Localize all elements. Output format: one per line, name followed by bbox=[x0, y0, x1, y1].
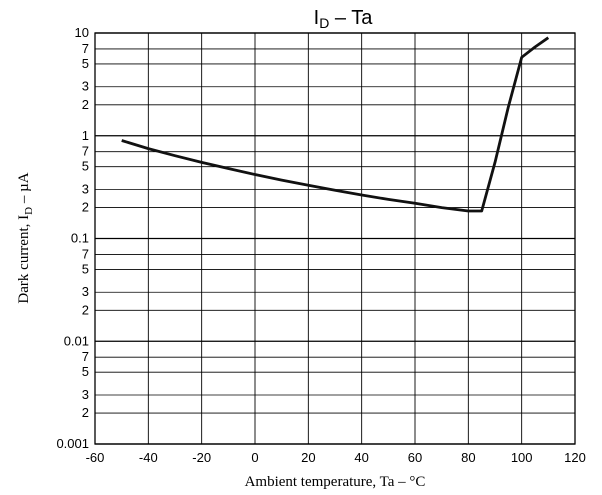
y-tick-label: 7 bbox=[82, 246, 89, 261]
y-tick-label: 2 bbox=[82, 200, 89, 215]
y-tick-label: 7 bbox=[82, 144, 89, 159]
x-tick-labels: -60 -40 -20 0 20 40 60 80 100 120 bbox=[86, 450, 586, 465]
x-tick-label: 40 bbox=[354, 450, 368, 465]
x-tick-label: -40 bbox=[139, 450, 158, 465]
y-tick-label: 0.1 bbox=[71, 231, 89, 246]
x-axis-label: Ambient temperature, Ta – °C bbox=[245, 474, 426, 490]
x-tick-label: -60 bbox=[86, 450, 105, 465]
y-tick-label: 3 bbox=[82, 284, 89, 299]
grid-lines bbox=[94, 32, 576, 445]
plot-frame bbox=[94, 32, 576, 445]
y-tick-label: 3 bbox=[82, 79, 89, 94]
x-tick-label: 20 bbox=[301, 450, 315, 465]
chart-title: ID – Ta bbox=[314, 7, 374, 31]
y-tick-label: 3 bbox=[82, 181, 89, 196]
y-tick-label: 7 bbox=[82, 349, 89, 364]
y-tick-label: 0.01 bbox=[64, 333, 89, 348]
x-tick-label: 80 bbox=[461, 450, 475, 465]
series-line bbox=[121, 36, 550, 213]
y-tick-label: 2 bbox=[82, 302, 89, 317]
y-axis-label: Dark current, ID – µA bbox=[16, 172, 35, 303]
y-tick-label: 10 bbox=[75, 25, 89, 40]
y-tick-label: 2 bbox=[82, 97, 89, 112]
y-tick-label: 3 bbox=[82, 387, 89, 402]
y-tick-label: 7 bbox=[82, 41, 89, 56]
y-tick-label: 0.001 bbox=[56, 436, 89, 451]
y-tick-label: 5 bbox=[82, 56, 89, 71]
y-tick-label: 5 bbox=[82, 159, 89, 174]
x-tick-label: 100 bbox=[511, 450, 533, 465]
y-tick-label: 5 bbox=[82, 364, 89, 379]
x-tick-label: 60 bbox=[408, 450, 422, 465]
y-tick-label: 5 bbox=[82, 261, 89, 276]
x-tick-label: -20 bbox=[192, 450, 211, 465]
x-tick-label: 120 bbox=[564, 450, 586, 465]
x-tick-label: 0 bbox=[251, 450, 258, 465]
y-tick-label: 1 bbox=[82, 128, 89, 143]
y-tick-label: 2 bbox=[82, 405, 89, 420]
